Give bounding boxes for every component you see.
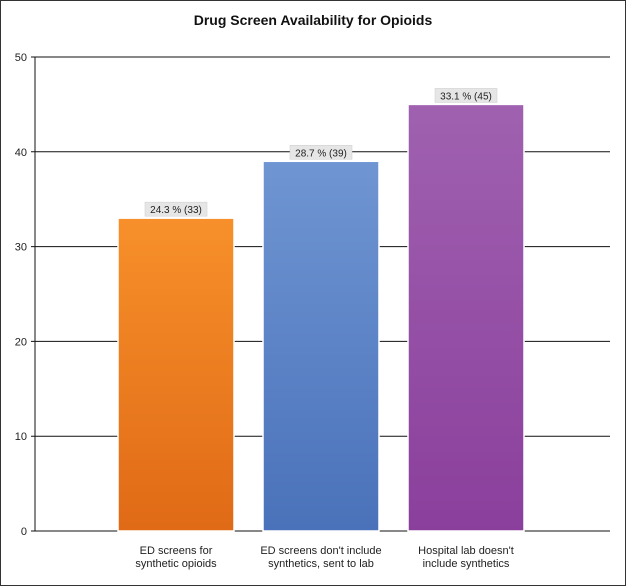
bar (117, 217, 235, 532)
y-tick-label: 0 (21, 526, 27, 538)
data-label: 28.7 % (39) (295, 148, 347, 159)
axes: 0 10 20 30 40 50 (15, 52, 36, 538)
x-tick-label: ED screens don't include (260, 545, 381, 557)
x-tick-label: include synthetics (423, 558, 510, 570)
y-tick-label: 40 (15, 147, 27, 159)
data-labels: 24.3 % (33) 28.7 % (39) 33.1 % (45) (144, 88, 498, 217)
x-tick-label: ED screens for (140, 545, 213, 557)
data-label-box (289, 145, 353, 160)
y-tick-label: 20 (15, 336, 27, 348)
y-tick-label: 30 (15, 242, 27, 254)
bar (262, 160, 380, 532)
x-tick-label: Hospital lab doesn't (418, 545, 514, 557)
bars (117, 103, 525, 532)
data-label: 33.1 % (45) (440, 91, 492, 102)
x-tick-label: synthetic opioids (135, 558, 217, 570)
x-tick-label: synthetics, sent to lab (268, 558, 374, 570)
data-label-box (434, 88, 498, 103)
bar (407, 103, 525, 532)
chart-title: Drug Screen Availability for Opioids (193, 12, 433, 28)
y-tick-label: 50 (15, 52, 27, 64)
data-label: 24.3 % (33) (150, 205, 202, 216)
y-tick-label: 10 (15, 431, 27, 443)
data-label-box (144, 201, 208, 217)
